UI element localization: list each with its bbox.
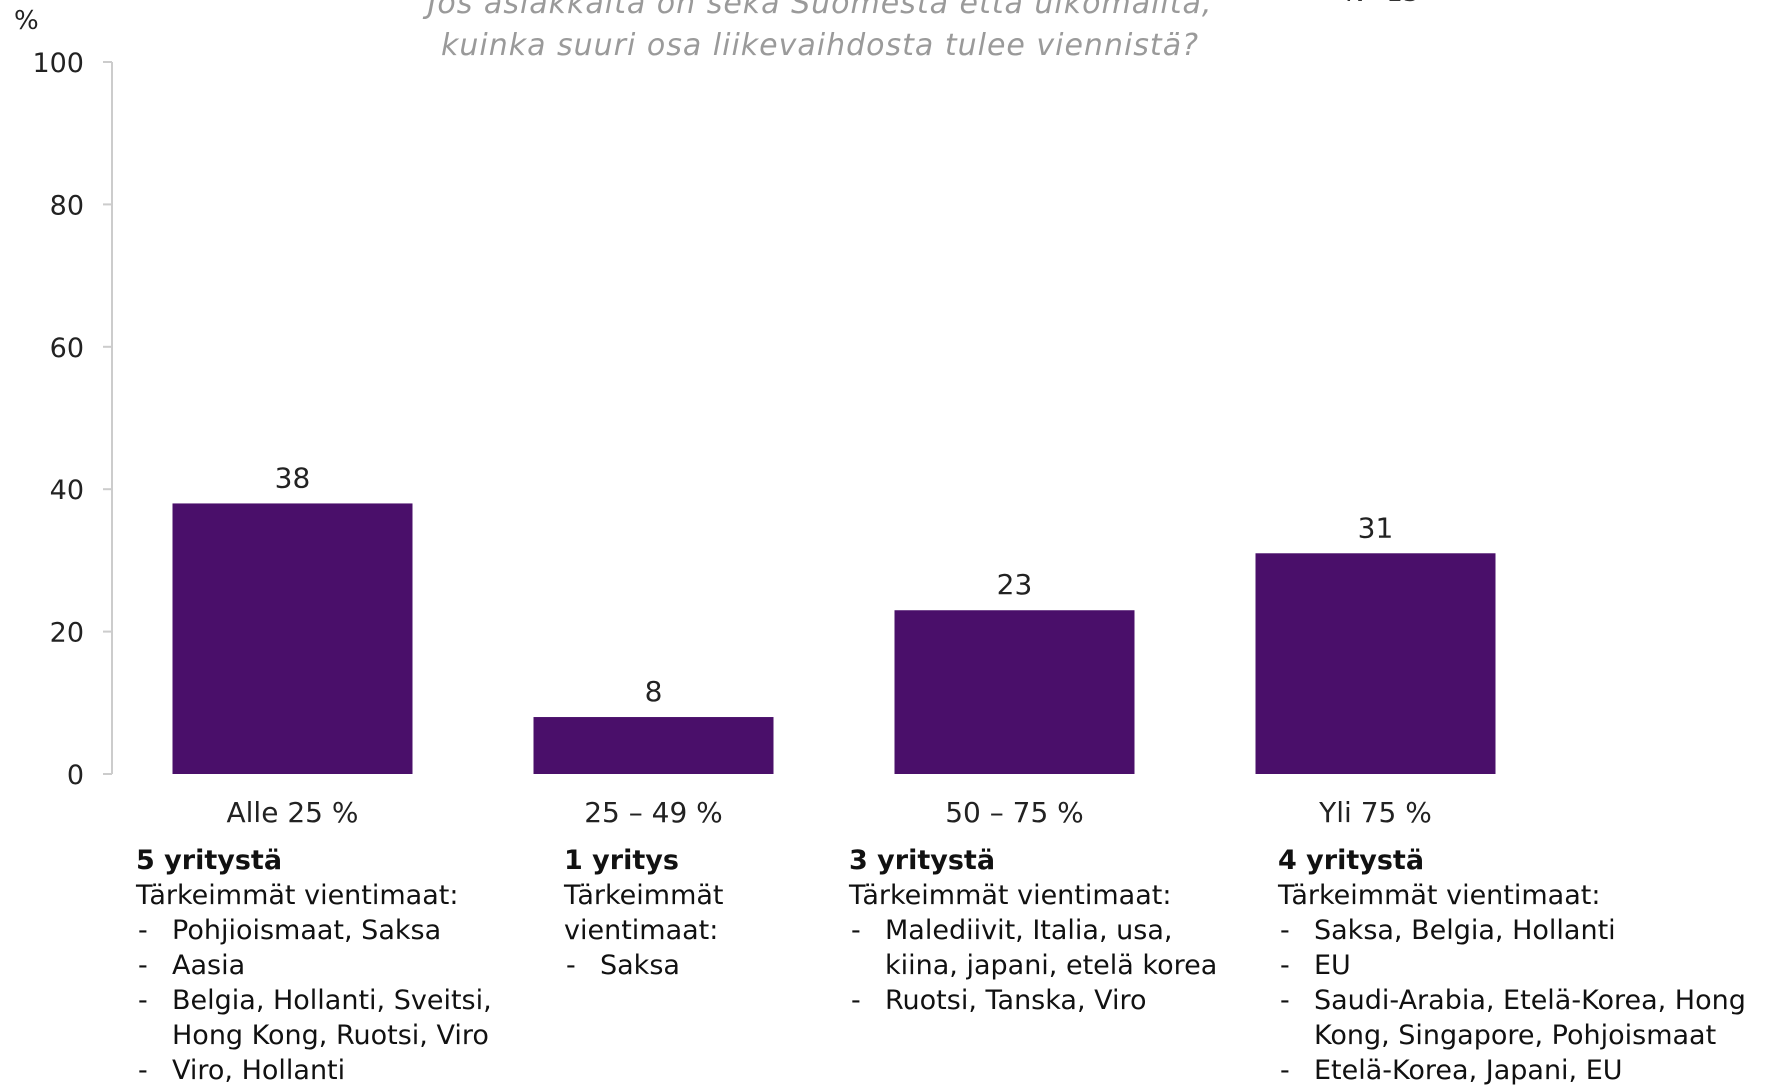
note-heading: Tärkeimmät vientimaat: (564, 880, 724, 946)
note-list-item: Etelä-Korea, Japani, EU (1278, 1053, 1774, 1088)
category-label: 25 – 49 % (584, 796, 723, 829)
bar-value-label: 8 (645, 675, 663, 708)
y-axis-unit-label: % (14, 6, 39, 36)
note-list-item: Ruotsi, Tanska, Viro (849, 983, 1249, 1018)
note-heading: Tärkeimmät vientimaat: (136, 880, 459, 911)
category-note-4: 4 yritystä Tärkeimmät vientimaat: Saksa,… (1278, 843, 1774, 1088)
note-company-count: 4 yritystä (1278, 845, 1425, 876)
chart-title-line-2: kuinka suuri osa liikevaihdosta tulee vi… (441, 28, 1199, 63)
note-company-count: 5 yritystä (136, 845, 283, 876)
note-list-item: Malediivit, Italia, usa, kiina, japani, … (849, 913, 1249, 983)
note-list-item: Belgia, Hollanti, Sveitsi, Hong Kong, Ru… (136, 983, 536, 1053)
note-list-item: EU (1278, 948, 1774, 983)
note-country-list: Saksa (564, 948, 749, 983)
bar (1255, 553, 1496, 774)
y-tick-label: 40 (50, 475, 84, 506)
y-tick-label: 80 (50, 190, 84, 221)
bar-chart: 0 20 40 60 80 100 38 Alle 25 % 8 25 – 49 % 23 50 – … (32, 48, 1496, 829)
sample-size-label: N=13 (1345, 0, 1419, 8)
note-country-list: Saksa, Belgia, Hollanti EU Saudi-Arabia,… (1278, 913, 1774, 1088)
chart-title-line-1: Jos asiakkaita on sekä Suomesta että ulk… (427, 0, 1213, 21)
category-label: 50 – 75 % (945, 796, 1084, 829)
note-heading: Tärkeimmät vientimaat: (1278, 880, 1601, 911)
note-list-item: Aasia (136, 948, 536, 983)
note-list-item: Viro, Hollanti (136, 1053, 536, 1088)
y-tick-label: 20 (50, 618, 84, 649)
category-note-1: 5 yritystä Tärkeimmät vientimaat: Pohjio… (136, 843, 536, 1088)
bar-value-label: 38 (275, 461, 311, 494)
bar-value-label: 31 (1358, 511, 1394, 544)
note-company-count: 3 yritystä (849, 845, 996, 876)
bar (172, 503, 413, 774)
category-label: Alle 25 % (227, 796, 359, 829)
y-tick-label: 0 (67, 760, 84, 791)
category-note-2: 1 yritys Tärkeimmät vientimaat: Saksa (564, 843, 749, 983)
note-list-item: Saksa, Belgia, Hollanti (1278, 913, 1774, 948)
y-tick-label: 60 (50, 333, 84, 364)
note-country-list: Pohjioismaat, Saksa Aasia Belgia, Hollan… (136, 913, 536, 1088)
category-note-3: 3 yritystä Tärkeimmät vientimaat: Maledi… (849, 843, 1249, 1018)
note-list-item: Saksa (564, 948, 749, 983)
bar (533, 717, 774, 774)
bar-value-label: 23 (997, 568, 1033, 601)
note-list-item: Pohjioismaat, Saksa (136, 913, 536, 948)
note-heading: Tärkeimmät vientimaat: (849, 880, 1172, 911)
note-company-count: 1 yritys (564, 845, 679, 876)
category-label: Yli 75 % (1318, 796, 1432, 829)
bar (894, 610, 1135, 774)
note-country-list: Malediivit, Italia, usa, kiina, japani, … (849, 913, 1249, 1018)
note-list-item: Saudi-Arabia, Etelä-Korea, Hong Kong, Si… (1278, 983, 1774, 1053)
y-tick-label: 100 (32, 48, 84, 79)
